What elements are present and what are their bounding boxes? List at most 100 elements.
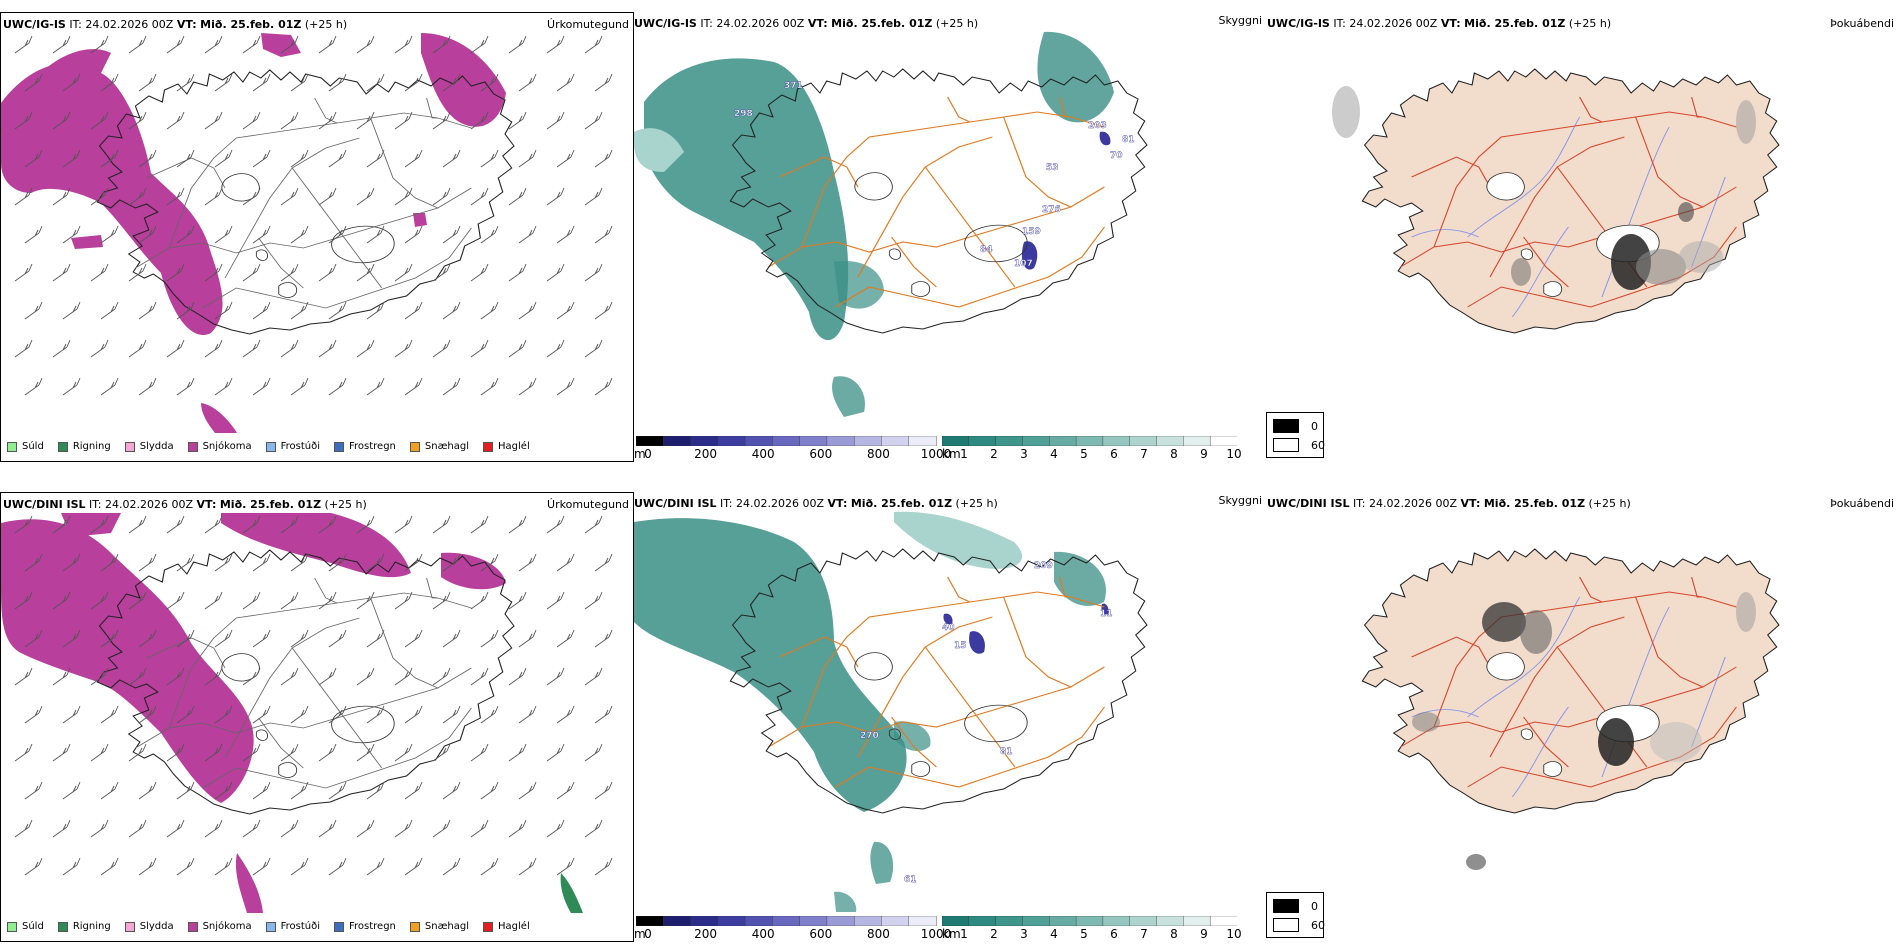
wind-barb <box>546 339 565 358</box>
wind-barb <box>556 781 575 800</box>
wind-barb <box>62 781 81 800</box>
unit-label: m <box>634 927 646 941</box>
wind-barb <box>128 591 147 610</box>
wind-barb <box>404 553 423 572</box>
wind-barb <box>404 225 423 244</box>
wind-barb <box>556 301 575 320</box>
wind-barb <box>366 781 385 800</box>
wind-barb <box>518 301 537 320</box>
wind-barb <box>556 377 575 396</box>
legend-item: Frostúði <box>265 441 320 452</box>
wind-barb <box>432 743 451 762</box>
wind-barb <box>404 149 423 168</box>
wind-barb <box>100 225 119 244</box>
wind-barb <box>394 515 413 534</box>
wind-barb <box>100 301 119 320</box>
wind-barb <box>356 667 375 686</box>
fog-legend: 0 60 <box>1266 412 1325 458</box>
wind-barb <box>584 515 603 534</box>
wind-barb <box>594 149 613 168</box>
legend-item: Súld <box>7 441 44 452</box>
run-header: UWC/IG-IS IT: 24.02.2026 00Z VT: Mið. 25… <box>634 17 978 30</box>
wind-barb <box>394 111 413 130</box>
wind-barb <box>100 705 119 724</box>
wind-barb <box>290 377 309 396</box>
wind-barb <box>176 705 195 724</box>
colorbar-segment <box>942 436 970 446</box>
wind-barb <box>62 857 81 876</box>
legend-swatch <box>7 921 17 932</box>
tick-label: 5 <box>1080 927 1088 941</box>
wind-barb <box>556 553 575 572</box>
vis-label: 40 <box>942 623 955 633</box>
wind-barb <box>166 339 185 358</box>
colorbar-segment <box>826 916 855 926</box>
wind-barb <box>480 377 499 396</box>
wind-barb <box>442 225 461 244</box>
wind-barb <box>356 515 375 534</box>
legend-item: Frostregn <box>334 921 396 932</box>
wind-barb <box>242 111 261 130</box>
wind-barb <box>318 819 337 838</box>
colorbar-segment <box>772 436 801 446</box>
wind-barb <box>24 553 43 572</box>
wind-barb <box>280 35 299 54</box>
legend-label: Slydda <box>139 441 174 452</box>
wind-barb <box>594 73 613 92</box>
wind-barb <box>214 225 233 244</box>
wind-barb <box>480 301 499 320</box>
wind-barb <box>328 301 347 320</box>
wind-barb <box>280 667 299 686</box>
it-value: 24.02.2026 00Z <box>716 17 805 30</box>
legend-item: Snjókoma <box>187 441 252 452</box>
colorbar-segment <box>1102 436 1131 446</box>
tick-label: 6 <box>1110 927 1118 941</box>
colorbar-segment <box>881 916 910 926</box>
wind-barb <box>546 591 565 610</box>
wind-barb <box>204 743 223 762</box>
lead-time: (+25 h) <box>955 497 998 510</box>
wind-barb <box>204 515 223 534</box>
wind-barb <box>100 629 119 648</box>
wind-barb <box>432 187 451 206</box>
wind-barb <box>508 667 527 686</box>
wind-barb <box>176 377 195 396</box>
wind-barb <box>518 629 537 648</box>
wind-barb <box>128 743 147 762</box>
wind-barb <box>62 149 81 168</box>
wind-barb <box>518 225 537 244</box>
wind-barb <box>366 857 385 876</box>
wind-barb <box>52 819 71 838</box>
wind-barb <box>394 819 413 838</box>
wind-barb <box>508 339 527 358</box>
vis-label: 159 <box>1022 227 1041 237</box>
wind-barb <box>52 515 71 534</box>
wind-barb <box>470 819 489 838</box>
wind-barb <box>508 515 527 534</box>
wind-barb <box>584 819 603 838</box>
wind-barb <box>366 225 385 244</box>
legend-swatch <box>265 921 276 932</box>
colorbar-segment <box>636 436 664 446</box>
wind-barb <box>176 73 195 92</box>
wind-barb <box>252 781 271 800</box>
precip-legend: Súld Rigning Slydda Snjókoma Frostúði Frostre… <box>7 441 544 452</box>
wind-barb <box>594 553 613 572</box>
colorbar-segment <box>853 916 883 926</box>
legend-item: Slydda <box>124 441 174 452</box>
wind-barb <box>318 111 337 130</box>
wind-barb <box>252 377 271 396</box>
wind-barb <box>432 111 451 130</box>
wind-barb <box>546 667 565 686</box>
wind-barb <box>404 301 423 320</box>
wind-barb <box>470 339 489 358</box>
wind-barb <box>90 187 109 206</box>
wind-barb <box>52 339 71 358</box>
wind-barb <box>176 781 195 800</box>
wind-barb <box>138 225 157 244</box>
wind-barb <box>432 819 451 838</box>
wind-barb <box>166 263 185 282</box>
precip-legend: Súld Rigning Slydda Snjókoma Frostúði Frostre… <box>7 921 544 932</box>
wind-barb <box>62 73 81 92</box>
legend-swatch <box>334 921 344 932</box>
